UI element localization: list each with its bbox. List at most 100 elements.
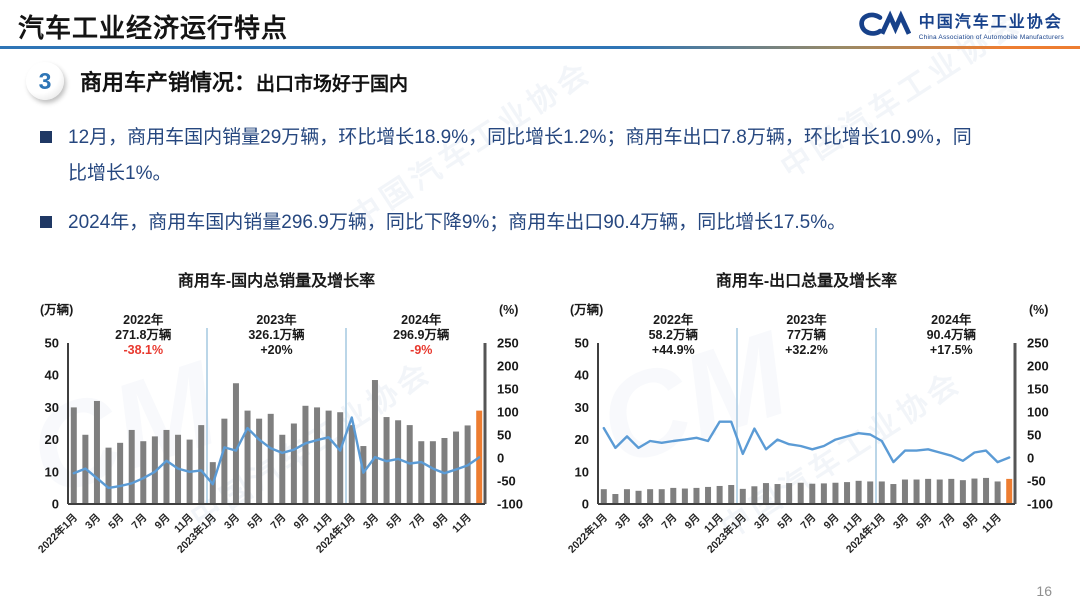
svg-text:5月: 5月 [245,512,265,532]
chart-domestic-sales: 商用车-国内总销量及增长率 (万辆) (%) 2022年 271.8万辆 -38.1% 20… [30,266,550,606]
svg-text:58.2万辆: 58.2万辆 [649,327,699,342]
bar-series [600,477,1013,504]
svg-text:9月: 9月 [961,512,981,532]
svg-text:3月: 3月 [613,512,633,532]
svg-text:30: 30 [575,400,589,415]
svg-text:326.1万辆: 326.1万辆 [248,327,305,342]
svg-text:30: 30 [45,400,59,415]
bullet-text: 12月，商用车国内销量29万辆，环比增长18.9%，同比增长1.2%；商用车出口… [68,127,972,185]
svg-text:+17.5%: +17.5% [930,343,973,357]
svg-text:200: 200 [497,359,519,374]
svg-text:7月: 7月 [268,512,288,532]
svg-text:2024年: 2024年 [401,312,442,327]
bullet-item: 2024年，商用车国内销量296.9万辆，同比下降9%；商用车出口90.4万辆，… [40,205,1050,241]
caam-logo-icon [857,7,911,48]
svg-text:77万辆: 77万辆 [787,327,826,342]
svg-text:3月: 3月 [222,512,242,532]
svg-text:2022年: 2022年 [123,312,164,327]
svg-text:商用车-出口总量及增长率: 商用车-出口总量及增长率 [716,271,897,290]
logo-en-text: China Association of Automobile Manufact… [918,33,1064,41]
svg-text:10: 10 [45,464,59,479]
svg-text:3月: 3月 [361,512,381,532]
svg-text:150: 150 [1027,382,1049,397]
svg-text:5月: 5月 [384,512,404,532]
svg-text:0: 0 [497,451,504,466]
svg-text:100: 100 [1027,405,1049,420]
svg-text:50: 50 [45,336,59,351]
svg-text:3月: 3月 [83,512,103,532]
svg-text:40: 40 [45,368,59,383]
svg-text:-50: -50 [1027,474,1046,489]
svg-text:2024年: 2024年 [931,312,972,327]
bullet-marker-icon [40,215,52,228]
svg-text:商用车-国内总销量及增长率: 商用车-国内总销量及增长率 [178,271,375,290]
svg-text:9月: 9月 [822,512,842,532]
svg-text:2023年: 2023年 [256,312,297,327]
bullet-item: 12月，商用车国内销量29万辆，环比增长18.9%，同比增长1.2%；商用车出口… [40,120,1050,193]
bar-series [70,380,483,504]
svg-text:-50: -50 [497,474,516,489]
svg-text:3月: 3月 [891,512,911,532]
section-subheading: 出口市场好于国内 [256,74,409,95]
svg-text:2023年: 2023年 [786,312,827,327]
svg-text:9月: 9月 [431,512,451,532]
svg-text:0: 0 [52,497,59,512]
growth-rate-line [602,420,1011,464]
svg-text:(万辆): (万辆) [570,302,603,317]
bullet-marker-icon [40,131,52,143]
section-heading-row: 3 商用车产销情况：出口市场好于国内 [26,62,408,100]
svg-text:7月: 7月 [407,512,427,532]
svg-text:7月: 7月 [129,512,149,532]
svg-text:3月: 3月 [752,512,772,532]
year-divider-lines [736,328,877,504]
svg-text:-9%: -9% [410,343,432,357]
svg-text:90.4万辆: 90.4万辆 [927,327,977,342]
svg-text:0: 0 [1027,451,1034,466]
bullet-text: 2024年，商用车国内销量296.9万辆，同比下降9%；商用车出口90.4万辆，… [68,211,847,233]
svg-text:100: 100 [497,405,519,420]
svg-text:200: 200 [1027,359,1049,374]
svg-text:7月: 7月 [798,512,818,532]
svg-text:40: 40 [575,368,589,383]
svg-text:-38.1%: -38.1% [123,343,163,357]
svg-text:50: 50 [575,336,589,351]
svg-text:250: 250 [497,336,519,351]
svg-text:5月: 5月 [914,512,934,532]
section-number-badge: 3 [26,62,64,100]
svg-text:2022年: 2022年 [653,312,694,327]
logo-cn-text: 中国汽车工业协会 [918,14,1063,32]
svg-text:(万辆): (万辆) [40,302,73,317]
section-heading: 商用车产销情况： [80,70,257,95]
svg-text:50: 50 [1027,428,1041,443]
svg-text:5月: 5月 [106,512,126,532]
svg-text:(%): (%) [499,303,518,317]
svg-text:5月: 5月 [775,512,795,532]
page-number: 16 [1036,583,1052,599]
svg-text:-100: -100 [1027,497,1053,512]
svg-text:11月: 11月 [450,512,474,536]
svg-text:20: 20 [45,432,59,447]
svg-text:-100: -100 [497,497,523,512]
svg-text:7月: 7月 [659,512,679,532]
svg-text:250: 250 [1027,336,1049,351]
svg-text:150: 150 [497,382,519,397]
svg-text:2022年1月: 2022年1月 [565,511,610,556]
growth-rate-line [72,416,481,490]
svg-text:(%): (%) [1029,303,1048,317]
chart-export-volume: 商用车-出口总量及增长率 (万辆) (%) 2022年 58.2万辆 +44.9% 2023… [560,266,1080,606]
svg-text:50: 50 [497,428,511,443]
svg-text:20: 20 [575,432,589,447]
svg-text:11月: 11月 [980,512,1004,536]
svg-text:+44.9%: +44.9% [652,343,695,357]
svg-text:271.8万辆: 271.8万辆 [115,327,172,342]
svg-text:10: 10 [575,464,589,479]
bullet-list: 12月，商用车国内销量29万辆，环比增长18.9%，同比增长1.2%；商用车出口… [40,120,1050,253]
page-title: 汽车工业经济运行特点 [18,13,289,43]
svg-text:7月: 7月 [937,512,957,532]
